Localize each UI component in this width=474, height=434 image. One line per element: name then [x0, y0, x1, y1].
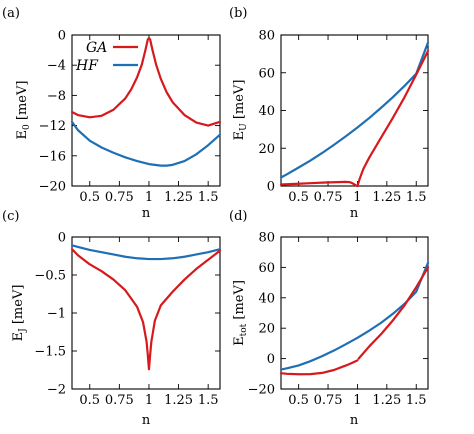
x-tick-label: 1.5: [198, 190, 219, 205]
y-tick-label: −4: [47, 59, 66, 74]
x-tick-label: 1.5: [406, 190, 427, 205]
y-tick-label: 20: [258, 142, 275, 157]
y-tick-label: 60: [258, 66, 275, 81]
panel-d: (d) Etot [meV] n 0.5 0.75 1 1.25 1.5 80 60 40 20…: [229, 209, 430, 428]
x-axis-label: n: [142, 206, 151, 221]
y-tick-label: 40: [258, 291, 275, 306]
x-tick-label: 1: [353, 393, 361, 408]
x-tick-label: 1: [145, 393, 153, 408]
y-tick-label: 0: [267, 180, 275, 195]
x-tick-label: 1.25: [372, 393, 401, 408]
panel-label: (c): [2, 209, 19, 224]
y-tick-label: 0: [58, 29, 66, 44]
panel-label: (b): [229, 6, 247, 21]
legend-label-ga: GA: [86, 40, 107, 56]
legend-label-hf: HF: [75, 58, 99, 74]
y-axis-label: EJ [meV]: [11, 285, 28, 342]
curves: [70, 244, 222, 371]
y-tick-label: 40: [258, 104, 275, 119]
y-axis-label: Etot [meV]: [232, 280, 249, 346]
y-tick-label: −0.5: [34, 269, 66, 284]
x-tick-label: 1.25: [164, 190, 193, 205]
x-tick-label: 0.75: [314, 190, 343, 205]
panel-b: (b) EU [meV] n 0.5 0.75 1 1.25 1.5 0 20 40 60 80: [229, 6, 430, 221]
x-axis-label: n: [350, 206, 359, 221]
x-tick-label: 1: [145, 190, 153, 205]
y-axis-label: EU [meV]: [232, 80, 249, 141]
x-tick-label: 0.75: [105, 190, 134, 205]
x-axis-label: n: [142, 413, 151, 428]
x-tick-label: 1: [353, 190, 361, 205]
legend: GA HF: [75, 40, 138, 74]
curves: [279, 41, 430, 188]
y-tick-label: −20: [39, 180, 66, 195]
series-line-ga: [357, 266, 430, 360]
x-tick-label: 0.75: [105, 393, 134, 408]
y-tick-label: 60: [258, 261, 275, 276]
series-line-ga: [356, 49, 430, 188]
y-tick-label: −1.5: [34, 345, 66, 360]
x-axis-label: n: [350, 413, 359, 428]
x-tick-label: 0.5: [288, 393, 309, 408]
y-tick-label: −8: [47, 89, 66, 104]
panel-label: (a): [2, 6, 20, 21]
y-tick-label: −2: [47, 383, 66, 398]
y-tick-label: 0: [58, 231, 66, 246]
panel-a: (a) E0 [meV] n 0.5 0.75 1 1.25 1.5 0 −4 −8 −12 −1…: [2, 6, 222, 221]
y-tick-label: −20: [248, 383, 275, 398]
panel-c: (c) EJ [meV] n 0.5 0.75 1 1.25 1.5 0 −0.5 −1 −1.…: [2, 209, 222, 428]
ticks: 0.5 0.75 1 1.25 1.5 0 −4 −8 −12 −16 −20: [39, 29, 220, 205]
series-line-ga: [279, 180, 359, 188]
x-tick-label: 1.25: [164, 393, 193, 408]
curves: [70, 36, 222, 167]
plot-frame: [280, 34, 429, 187]
y-tick-label: −16: [39, 149, 66, 164]
plot-frame: [71, 34, 221, 187]
series-line-ga: [279, 359, 359, 376]
y-tick-label: 80: [258, 29, 275, 44]
y-tick-label: 20: [258, 322, 275, 337]
panel-label: (d): [229, 209, 247, 224]
plot-frame: [280, 236, 429, 390]
x-tick-label: 1.5: [198, 393, 219, 408]
series-line-hf: [70, 244, 222, 261]
y-tick-label: 0: [267, 352, 275, 367]
series-line-ga: [70, 248, 222, 371]
y-tick-label: −1: [47, 307, 66, 322]
x-tick-label: 1.25: [372, 190, 401, 205]
series-line-hf: [279, 41, 430, 179]
y-tick-label: −12: [39, 119, 66, 134]
x-tick-label: 0.75: [314, 393, 343, 408]
y-axis-label: E0 [meV]: [15, 81, 32, 140]
ticks: 0.5 0.75 1 1.25 1.5 0 20 40 60 80: [258, 29, 428, 205]
y-tick-label: 80: [258, 231, 275, 246]
series-line-ga: [70, 36, 222, 127]
x-tick-label: 0.5: [288, 190, 309, 205]
series-line-hf: [279, 261, 430, 371]
x-tick-label: 1.5: [406, 393, 427, 408]
curves: [279, 261, 430, 376]
series-line-hf: [70, 120, 222, 167]
ticks: 0.5 0.75 1 1.25 1.5 0 −0.5 −1 −1.5 −2: [34, 231, 220, 408]
x-tick-label: 0.5: [79, 190, 100, 205]
ticks: 0.5 0.75 1 1.25 1.5 80 60 40 20 0 −20: [248, 231, 428, 408]
x-tick-label: 0.5: [79, 393, 100, 408]
